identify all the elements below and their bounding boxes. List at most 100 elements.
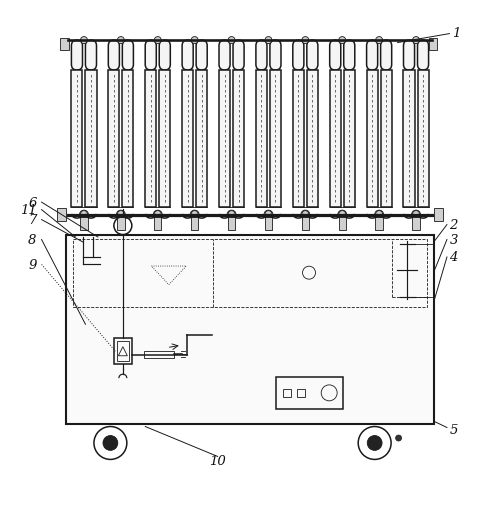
Circle shape (301, 211, 310, 220)
Bar (302, 218, 309, 230)
FancyBboxPatch shape (307, 41, 318, 71)
Bar (307, 71, 318, 208)
FancyBboxPatch shape (380, 41, 392, 71)
FancyBboxPatch shape (219, 41, 230, 71)
Bar (159, 71, 170, 208)
Bar (366, 71, 378, 208)
Bar (338, 218, 346, 230)
Bar (122, 71, 134, 208)
Bar (191, 218, 198, 230)
Circle shape (374, 211, 384, 220)
Circle shape (154, 37, 161, 44)
Text: 8: 8 (28, 234, 36, 246)
Bar (418, 71, 428, 208)
Bar (182, 71, 193, 208)
FancyBboxPatch shape (72, 41, 83, 71)
Circle shape (191, 211, 198, 218)
Bar (219, 71, 230, 208)
Bar (117, 218, 124, 230)
Circle shape (376, 211, 382, 218)
Circle shape (154, 211, 161, 218)
FancyBboxPatch shape (108, 41, 120, 71)
Circle shape (302, 211, 309, 218)
Circle shape (228, 37, 235, 44)
Circle shape (80, 37, 87, 44)
Circle shape (80, 211, 87, 218)
Bar (434, 209, 443, 222)
Bar (344, 71, 355, 208)
Bar (330, 71, 341, 208)
Text: 3: 3 (450, 234, 458, 246)
Bar (233, 71, 244, 208)
Bar (297, 389, 304, 397)
Bar (256, 71, 267, 208)
FancyBboxPatch shape (196, 41, 207, 71)
Circle shape (190, 211, 199, 220)
Circle shape (118, 37, 124, 44)
Bar (86, 71, 96, 208)
Circle shape (228, 211, 235, 218)
Text: 10: 10 (209, 454, 226, 467)
Circle shape (338, 211, 346, 220)
FancyBboxPatch shape (122, 41, 134, 71)
Circle shape (302, 37, 309, 44)
Bar (380, 71, 392, 208)
Bar (117, 341, 129, 362)
FancyBboxPatch shape (270, 41, 281, 71)
Bar (144, 351, 174, 358)
FancyBboxPatch shape (330, 41, 341, 71)
FancyBboxPatch shape (344, 41, 355, 71)
Bar (265, 218, 272, 230)
Circle shape (191, 37, 198, 44)
Bar (73, 239, 427, 307)
FancyBboxPatch shape (418, 41, 428, 71)
Text: 2: 2 (450, 219, 458, 232)
Circle shape (118, 211, 124, 218)
Text: 7: 7 (28, 214, 36, 227)
Text: 6: 6 (28, 196, 36, 209)
FancyBboxPatch shape (404, 41, 414, 71)
FancyBboxPatch shape (233, 41, 244, 71)
Text: 4: 4 (450, 251, 458, 264)
Circle shape (396, 435, 402, 441)
Text: 9: 9 (28, 259, 36, 271)
Circle shape (264, 211, 273, 220)
Bar (72, 71, 83, 208)
Bar (412, 218, 420, 230)
Bar (66, 235, 434, 424)
Text: 11: 11 (20, 204, 36, 217)
Bar (228, 218, 235, 230)
Bar (145, 71, 156, 208)
FancyBboxPatch shape (159, 41, 170, 71)
FancyBboxPatch shape (366, 41, 378, 71)
Circle shape (265, 211, 272, 218)
Circle shape (367, 436, 382, 450)
Circle shape (339, 211, 345, 218)
FancyBboxPatch shape (182, 41, 193, 71)
Bar (284, 389, 292, 397)
Circle shape (412, 211, 420, 220)
Text: 1: 1 (452, 27, 460, 40)
Bar (293, 71, 304, 208)
Circle shape (339, 37, 345, 44)
Circle shape (80, 211, 88, 220)
Bar (80, 218, 87, 230)
FancyBboxPatch shape (86, 41, 96, 71)
Bar (376, 218, 383, 230)
Circle shape (154, 211, 162, 220)
FancyBboxPatch shape (256, 41, 267, 71)
Bar (114, 338, 132, 365)
Bar (196, 71, 207, 208)
Bar (270, 71, 281, 208)
Circle shape (103, 436, 118, 450)
Text: 5: 5 (450, 423, 458, 436)
Bar (428, 38, 438, 51)
Bar (57, 209, 66, 222)
Circle shape (412, 37, 420, 44)
Circle shape (412, 211, 420, 218)
FancyBboxPatch shape (293, 41, 304, 71)
FancyBboxPatch shape (145, 41, 156, 71)
Circle shape (265, 37, 272, 44)
Circle shape (376, 37, 382, 44)
Circle shape (116, 211, 126, 220)
